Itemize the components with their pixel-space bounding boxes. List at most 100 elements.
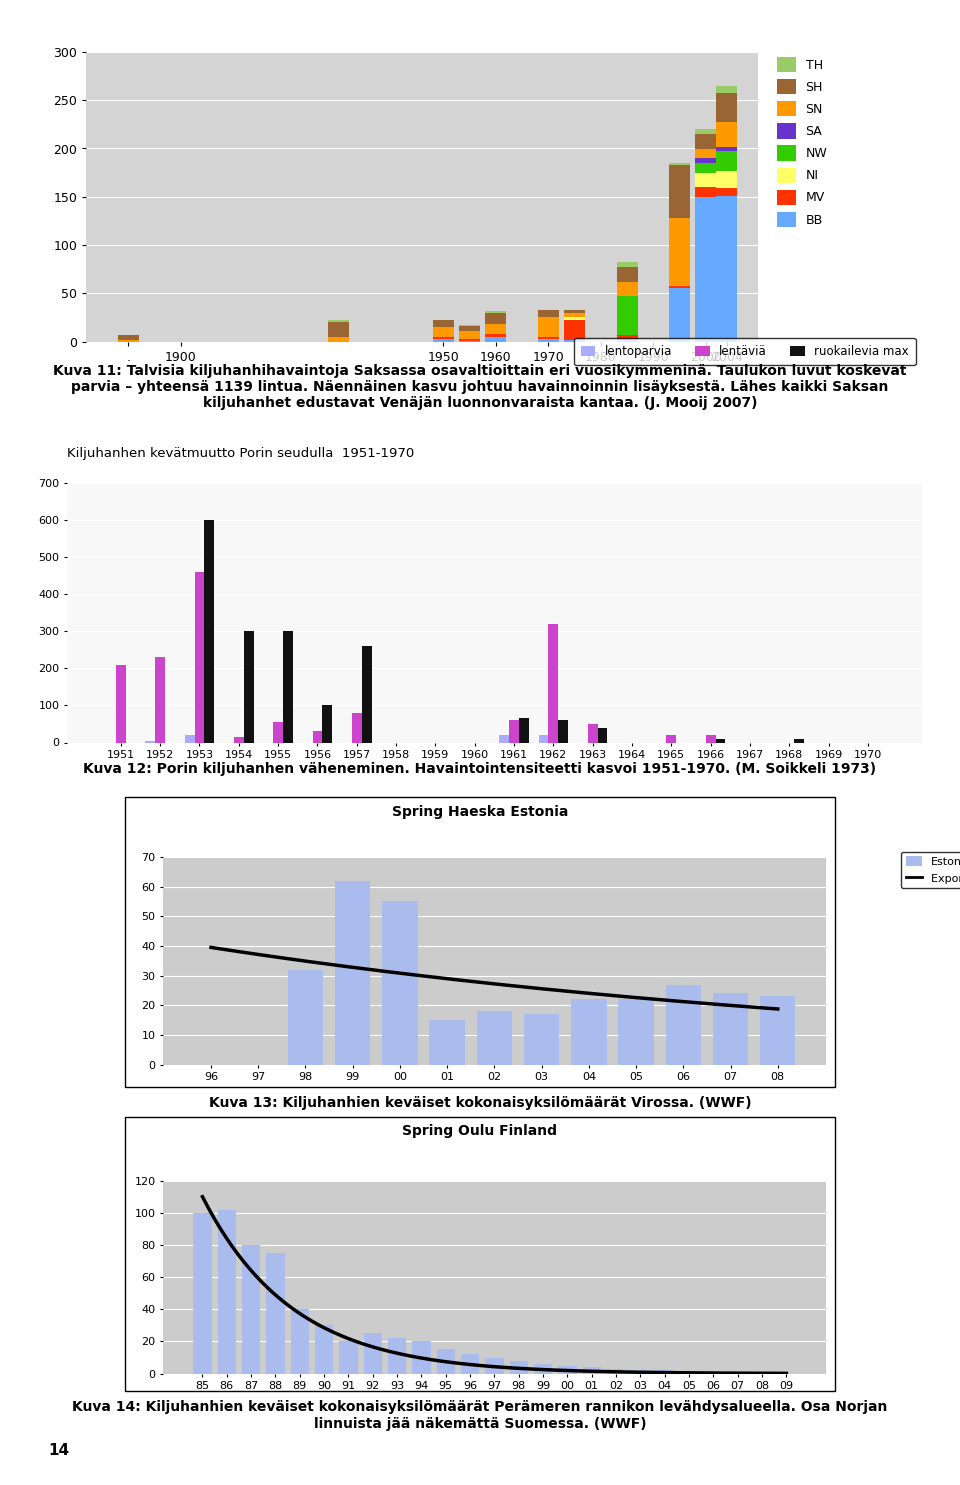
Bar [459,327,480,331]
Bar [695,148,716,157]
Bar [204,520,214,742]
Bar [274,722,283,742]
Bar [218,1209,236,1374]
Bar [716,86,737,94]
Bar [669,285,690,288]
Bar [116,664,126,742]
Bar [323,705,332,742]
Bar [713,993,748,1065]
Bar [328,337,348,342]
Bar [433,327,454,337]
Bar [509,720,519,742]
Bar [564,312,586,318]
Bar [794,738,804,742]
Bar [564,321,586,340]
Text: Spring Haeska Estonia: Spring Haeska Estonia [392,805,568,818]
Bar [234,737,244,742]
Bar [328,321,348,322]
Bar [288,970,324,1065]
Bar [382,901,418,1065]
Bar [706,735,715,742]
Bar [534,1363,552,1374]
Text: Kuva 12: Porin kiljuhanhen väheneminen. Havaintointensiteetti kasvoi 1951-1970. : Kuva 12: Porin kiljuhanhen väheneminen. … [84,762,876,775]
Text: Kuva 11: Talvisia kiljuhanhihavaintoja Saksassa osavaltioittain eri vuosikymmeni: Kuva 11: Talvisia kiljuhanhihavaintoja S… [53,364,907,410]
Bar [616,282,637,296]
Bar [459,339,480,340]
Bar [477,1011,512,1065]
Bar [695,172,716,187]
Bar [559,720,568,742]
Legend: lentoparvia, lentäviä, ruokailevia max: lentoparvia, lentäviä, ruokailevia max [574,337,916,365]
Bar [564,310,586,312]
Bar [680,1372,698,1374]
Bar [313,731,323,742]
Bar [156,656,165,742]
Legend: Estonia/Haeska, Expon. (Estonia/Haeska): Estonia/Haeska, Expon. (Estonia/Haeska) [901,852,960,888]
Bar [538,310,559,318]
Bar [145,741,156,742]
Bar [665,985,701,1065]
Bar [548,624,559,742]
Bar [283,631,293,742]
Text: Spring Oulu Finland: Spring Oulu Finland [402,1124,558,1138]
Bar [716,189,737,196]
Bar [616,267,637,282]
Bar [598,728,608,742]
Bar [244,631,253,742]
Bar [695,134,716,149]
Bar [315,1325,333,1374]
Bar [242,1244,260,1374]
Bar [618,999,654,1065]
Bar [716,151,737,171]
Bar [499,735,509,742]
Bar [486,312,506,324]
Bar [564,318,586,321]
Bar [437,1350,455,1374]
Bar [486,334,506,337]
Bar [716,196,737,342]
Legend: TH, SH, SN, SA, NW, NI, MV, BB: TH, SH, SN, SA, NW, NI, MV, BB [772,52,832,232]
Bar [616,340,637,342]
Bar [266,1253,284,1374]
Bar [716,171,737,189]
Bar [695,129,716,134]
Bar [538,318,559,337]
Bar [388,1338,406,1374]
Bar [583,1368,601,1374]
Bar [539,735,548,742]
Bar [433,321,454,327]
Bar [335,881,371,1065]
Bar [486,310,506,312]
Bar [433,339,454,342]
Bar [118,340,139,342]
Bar [716,147,737,151]
Text: Kuva 14: Kiljuhanhien keväiset kokonaisyksilömäärät Perämeren rannikon levähdysa: Kuva 14: Kiljuhanhien keväiset kokonaisy… [72,1400,888,1430]
Text: Kiljuhanhen kevätmuutto Porin seudulla  1951-1970: Kiljuhanhen kevätmuutto Porin seudulla 1… [67,447,415,460]
Bar [760,996,796,1065]
Bar [632,1371,650,1374]
Bar [362,646,372,742]
Bar [328,322,348,337]
Bar [571,999,607,1065]
Bar [669,288,690,342]
Bar [459,331,480,339]
Bar [716,94,737,122]
Bar [616,263,637,267]
Bar [433,337,454,339]
Bar [538,339,559,342]
Text: Kuva 13: Kiljuhanhien keväiset kokonaisyksilömäärät Virossa. (WWF): Kuva 13: Kiljuhanhien keväiset kokonaisy… [208,1096,752,1109]
Bar [538,337,559,339]
Bar [616,334,637,340]
Bar [559,1366,577,1374]
Bar [695,196,716,342]
Bar [669,218,690,285]
Bar [616,296,637,334]
Bar [195,572,204,742]
Bar [351,713,362,742]
Bar [510,1360,528,1374]
Bar [461,1354,479,1374]
Bar [695,157,716,163]
Bar [669,163,690,165]
Bar [486,337,506,342]
Bar [485,1357,504,1374]
